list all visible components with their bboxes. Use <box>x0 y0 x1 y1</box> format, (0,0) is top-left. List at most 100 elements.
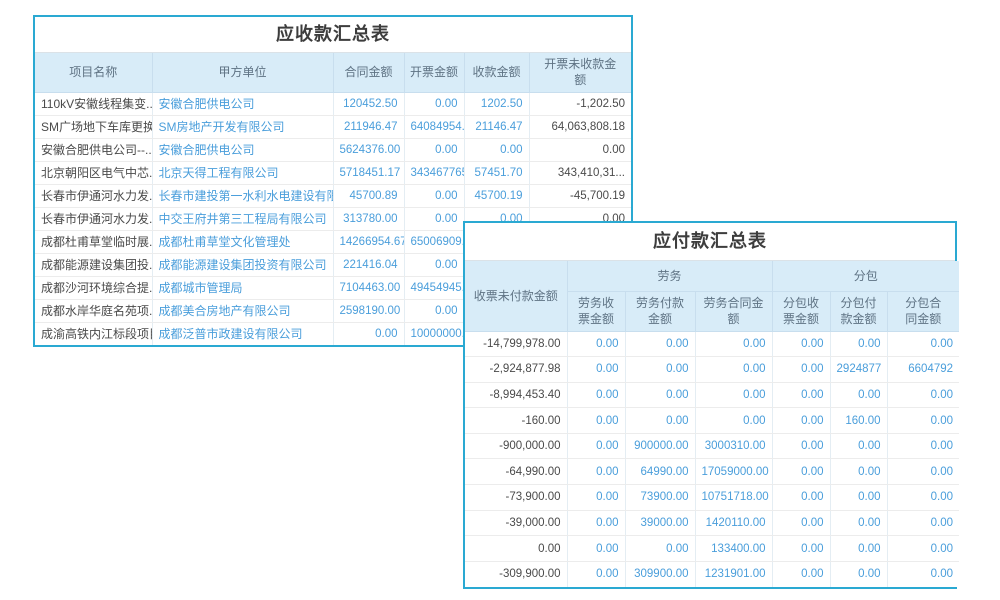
cell[interactable]: 0.00 <box>772 407 831 434</box>
cell[interactable]: 安徽合肥供电公司 <box>152 92 334 116</box>
cell[interactable]: 0.00 <box>830 535 888 562</box>
cell[interactable]: 0.00 <box>772 484 831 511</box>
cell[interactable]: 0.00 <box>567 331 626 358</box>
cell[interactable]: 160.00 <box>830 407 888 434</box>
cell[interactable]: 309900.00 <box>625 561 696 587</box>
cell[interactable]: 0.00 <box>567 484 626 511</box>
group-header-row: 收票未付款金额 劳务 分包 <box>465 261 960 332</box>
cell[interactable]: 成都泛普市政建设有限公司 <box>152 322 334 345</box>
cell[interactable]: 0.00 <box>830 433 888 460</box>
cell[interactable]: 长春市建投第一水利水电建设有限 <box>152 184 334 208</box>
cell[interactable]: 17059000.00 <box>695 458 773 486</box>
cell[interactable]: 64084954.6 <box>404 115 465 139</box>
cell[interactable]: 0.00 <box>887 382 960 409</box>
cell[interactable]: 5718451.17 <box>333 161 405 185</box>
cell[interactable]: 0.00 <box>772 356 831 383</box>
cell[interactable]: 0.00 <box>464 138 530 162</box>
cell[interactable]: 0.00 <box>887 484 960 511</box>
cell[interactable]: 0.00 <box>695 407 773 434</box>
cell[interactable]: 北京天得工程有限公司 <box>152 161 334 185</box>
cell[interactable]: 45700.19 <box>464 184 530 208</box>
cell[interactable]: 211946.47 <box>333 115 405 139</box>
cell[interactable]: 221416.04 <box>333 253 405 277</box>
cell[interactable]: 成都城市管理局 <box>152 276 334 300</box>
cell[interactable]: 0.00 <box>695 331 773 358</box>
cell[interactable]: 0.00 <box>887 510 960 537</box>
cell[interactable]: 0.00 <box>887 458 960 486</box>
cell[interactable]: 0.00 <box>887 331 960 358</box>
cell[interactable]: 1202.50 <box>464 92 530 116</box>
cell[interactable]: 0.00 <box>830 331 888 358</box>
cell[interactable]: 120452.50 <box>333 92 405 116</box>
cell[interactable]: 0.00 <box>625 535 696 562</box>
cell[interactable]: 成都能源建设集团投资有限公司 <box>152 253 334 277</box>
cell[interactable]: 0.00 <box>830 382 888 409</box>
cell[interactable]: 0.00 <box>887 433 960 460</box>
cell[interactable]: 0.00 <box>887 535 960 562</box>
cell[interactable]: 49454945. <box>404 276 465 300</box>
cell[interactable]: 0.00 <box>333 322 405 345</box>
cell[interactable]: 成都杜甫草堂文化管理处 <box>152 230 334 254</box>
cell[interactable]: 0.00 <box>404 207 465 231</box>
cell[interactable]: 0.00 <box>404 184 465 208</box>
cell[interactable]: 1420110.00 <box>695 510 773 537</box>
cell[interactable]: 10000000. <box>404 322 465 345</box>
cell[interactable]: 0.00 <box>625 382 696 409</box>
cell[interactable]: 0.00 <box>772 561 831 587</box>
cell[interactable]: 0.00 <box>567 561 626 587</box>
cell[interactable]: 900000.00 <box>625 433 696 460</box>
cell[interactable]: 0.00 <box>772 331 831 358</box>
cell[interactable]: 0.00 <box>830 561 888 587</box>
cell[interactable]: 0.00 <box>567 356 626 383</box>
cell[interactable]: 14266954.67 <box>333 230 405 254</box>
cell[interactable]: 0.00 <box>567 382 626 409</box>
cell[interactable]: 64990.00 <box>625 458 696 486</box>
cell[interactable]: 313780.00 <box>333 207 405 231</box>
cell[interactable]: 0.00 <box>567 535 626 562</box>
cell[interactable]: 0.00 <box>567 458 626 486</box>
cell[interactable]: 0.00 <box>887 561 960 587</box>
cell[interactable]: 57451.70 <box>464 161 530 185</box>
cell[interactable]: 0.00 <box>830 484 888 511</box>
cell[interactable]: SM房地产开发有限公司 <box>152 115 334 139</box>
cell[interactable]: 中交王府井第三工程局有限公司 <box>152 207 334 231</box>
cell[interactable]: 0.00 <box>567 407 626 434</box>
cell[interactable]: 3000310.00 <box>695 433 773 460</box>
cell[interactable]: 5624376.00 <box>333 138 405 162</box>
cell[interactable]: 2598190.00 <box>333 299 405 323</box>
cell[interactable]: 0.00 <box>695 356 773 383</box>
cell[interactable]: 0.00 <box>830 458 888 486</box>
cell[interactable]: 7104463.00 <box>333 276 405 300</box>
cell[interactable]: 0.00 <box>772 382 831 409</box>
cell[interactable]: 0.00 <box>772 535 831 562</box>
cell[interactable]: 成都美合房地产有限公司 <box>152 299 334 323</box>
cell[interactable]: 0.00 <box>567 510 626 537</box>
cell[interactable]: 10751718.00 <box>695 484 773 511</box>
cell[interactable]: 2924877 <box>830 356 888 383</box>
cell[interactable]: 21146.47 <box>464 115 530 139</box>
cell[interactable]: 6604792 <box>887 356 960 383</box>
cell[interactable]: 0.00 <box>625 407 696 434</box>
cell[interactable]: 0.00 <box>625 356 696 383</box>
cell[interactable]: 0.00 <box>404 299 465 323</box>
cell[interactable]: 0.00 <box>772 458 831 486</box>
sub-header-row: 劳务收 票金额 劳务付款 金额 劳务合同金 额 分包收 票金额 分包付 款金额 … <box>465 290 960 332</box>
cell[interactable]: 0.00 <box>404 138 465 162</box>
cell[interactable]: 0.00 <box>404 92 465 116</box>
cell[interactable]: 73900.00 <box>625 484 696 511</box>
cell[interactable]: 0.00 <box>830 510 888 537</box>
cell[interactable]: 133400.00 <box>695 535 773 562</box>
cell[interactable]: 39000.00 <box>625 510 696 537</box>
cell[interactable]: 65006909. <box>404 230 465 254</box>
cell[interactable]: 0.00 <box>772 433 831 460</box>
cell[interactable]: 0.00 <box>695 382 773 409</box>
cell[interactable]: 45700.89 <box>333 184 405 208</box>
cell[interactable]: 1231901.00 <box>695 561 773 587</box>
cell[interactable]: 0.00 <box>887 407 960 434</box>
cell[interactable]: 0.00 <box>404 253 465 277</box>
cell[interactable]: 0.00 <box>625 331 696 358</box>
cell[interactable]: 0.00 <box>567 433 626 460</box>
cell[interactable]: 安徽合肥供电公司 <box>152 138 334 162</box>
cell[interactable]: 0.00 <box>772 510 831 537</box>
